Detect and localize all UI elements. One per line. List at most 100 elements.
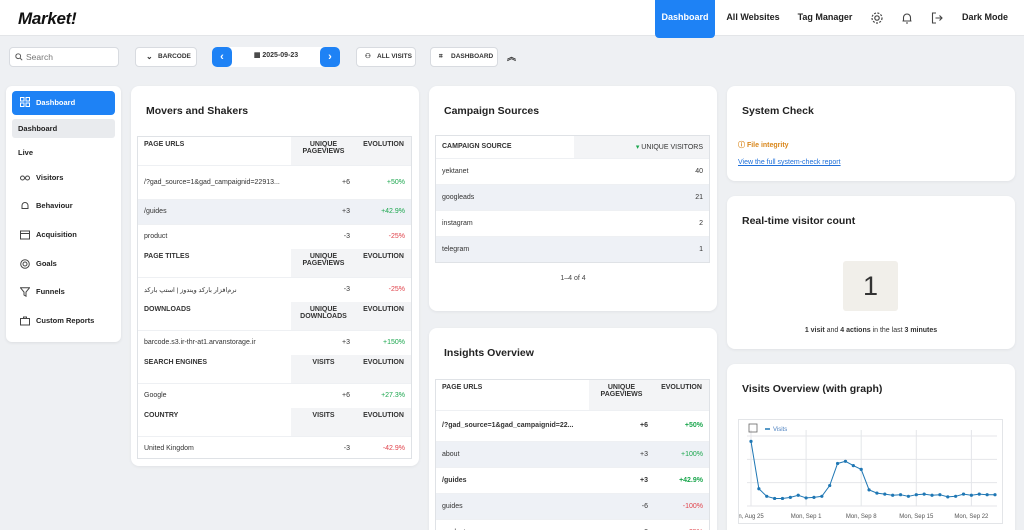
table-row[interactable]: نرم‌افزار بارکد ویندوز | استپ بارکد -3 -25…: [138, 276, 411, 302]
data-point[interactable]: [867, 488, 871, 492]
cell: +6: [291, 382, 356, 408]
data-point[interactable]: [938, 493, 942, 497]
card-title: Campaign Sources: [444, 105, 540, 117]
bell-icon[interactable]: [900, 11, 914, 25]
sidebar-subitem-dashboard[interactable]: Dashboard: [12, 119, 115, 138]
sidebar-item-goals[interactable]: Goals: [12, 253, 115, 275]
segment-selector[interactable]: ⚇ ALL VISITS: [356, 47, 416, 67]
table-row[interactable]: guides -6 -100%: [436, 492, 709, 519]
sort-desc-icon: ▾: [635, 143, 642, 151]
date-picker[interactable]: ▦ 2025-09-23: [237, 47, 315, 67]
sidebar-item-custom-reports[interactable]: Custom Reports: [12, 310, 115, 332]
data-point[interactable]: [851, 464, 855, 468]
section-header-row: DOWNLOADS UNIQUE DOWNLOADS EVOLUTION: [138, 302, 411, 330]
sidebar-item-live[interactable]: Live: [12, 142, 115, 164]
x-tick-label: n, Aug 25: [739, 514, 764, 520]
data-point[interactable]: [930, 493, 934, 497]
data-point[interactable]: [765, 494, 769, 498]
table-row[interactable]: about +3 +100%: [436, 440, 709, 467]
data-point[interactable]: [891, 493, 895, 497]
data-point[interactable]: [898, 493, 903, 497]
column-header: UNIQUE PAGEVIEWS: [589, 380, 654, 410]
data-point[interactable]: [906, 494, 911, 498]
data-point[interactable]: [954, 494, 958, 498]
sidebar-item-label: Funnels: [36, 287, 65, 296]
data-point[interactable]: [977, 492, 981, 496]
cell: Google: [138, 382, 291, 408]
data-point[interactable]: [749, 439, 753, 443]
data-point[interactable]: [835, 461, 840, 466]
chart-options-icon[interactable]: [748, 423, 758, 433]
data-point[interactable]: [969, 493, 973, 497]
x-tick-label: Mon, Sep 15: [899, 514, 934, 520]
date-selector: ‹ ▦ 2025-09-23 ›: [212, 47, 340, 67]
data-point[interactable]: [804, 496, 808, 500]
dashboard-selector[interactable]: ⌗ DASHBOARD: [430, 47, 498, 67]
data-point[interactable]: [796, 493, 800, 497]
sidebar-item-dashboard[interactable]: Dashboard: [12, 91, 115, 115]
table-row[interactable]: /guides +3 +42.9%: [138, 198, 411, 224]
data-point[interactable]: [780, 496, 785, 501]
system-check-link[interactable]: View the full system-check report: [738, 159, 841, 166]
table-row[interactable]: instagram 2: [436, 209, 709, 236]
table-row[interactable]: United Kingdom -3 -42.9%: [138, 435, 411, 461]
table-row[interactable]: /guides +3 +42.9%: [436, 466, 709, 493]
data-point[interactable]: [820, 494, 824, 498]
card-title: Movers and Shakers: [146, 105, 249, 117]
nav-tag-manager[interactable]: Tag Manager: [797, 12, 853, 22]
data-point[interactable]: [812, 495, 816, 499]
sidebar-item-funnels[interactable]: Funnels: [12, 281, 115, 303]
table-row[interactable]: barcode.s3.ir-thr-at1.arvanstorage.ir +3 +…: [138, 329, 411, 355]
system-check-card: System Check ⓘ File integrity View the f…: [727, 86, 1015, 181]
table-row[interactable]: googleads 21: [436, 183, 709, 210]
gear-icon[interactable]: [870, 11, 884, 25]
data-point[interactable]: [946, 495, 950, 499]
table-row[interactable]: telegram 1: [436, 235, 709, 262]
data-point[interactable]: [914, 493, 918, 497]
section-header-row: PAGE TITLES UNIQUE PAGEVIEWS EVOLUTION: [138, 249, 411, 277]
table-row[interactable]: /?gad_source=1&gad_campaignid=22913... +6…: [138, 164, 411, 199]
sidebar-item-visitors[interactable]: Visitors: [12, 167, 115, 189]
nav-dashboard[interactable]: Dashboard: [655, 0, 715, 38]
collapse-icon[interactable]: ︽: [507, 52, 517, 62]
data-point[interactable]: [993, 493, 997, 497]
data-point[interactable]: [961, 492, 966, 496]
table-row[interactable]: Google +6 +27.3%: [138, 382, 411, 408]
cell: -6: [589, 492, 654, 519]
insights-table: PAGE URLS UNIQUE PAGEVIEWS EVOLUTION /?g…: [435, 379, 710, 530]
cell: product: [138, 223, 291, 249]
cell: -3: [589, 518, 654, 530]
logout-icon[interactable]: [930, 11, 944, 25]
next-date-button[interactable]: ›: [320, 47, 340, 67]
data-point[interactable]: [828, 483, 832, 488]
data-point[interactable]: [843, 459, 848, 463]
sidebar-item-acquisition[interactable]: Acquisition: [12, 224, 115, 246]
data-point[interactable]: [859, 467, 863, 471]
cell: /guides: [138, 198, 291, 224]
data-point[interactable]: [875, 491, 879, 495]
table-row[interactable]: /?gad_source=1&gad_campaignid=22... +6 +50…: [436, 409, 709, 441]
warning-label: File integrity: [746, 142, 789, 149]
table-row[interactable]: product-3-25%: [138, 223, 411, 249]
data-point[interactable]: [757, 487, 761, 491]
site-selector[interactable]: ⌄ BARCODE: [135, 47, 197, 67]
data-point[interactable]: [883, 492, 887, 496]
sidebar-item-behaviour[interactable]: Behaviour: [12, 195, 115, 217]
column-header-sorted[interactable]: ▾ UNIQUE VISITORS: [574, 136, 709, 158]
search-input[interactable]: Search: [9, 47, 119, 67]
prev-date-button[interactable]: ‹: [212, 47, 232, 67]
cell: 21: [574, 183, 709, 210]
data-point[interactable]: [922, 492, 926, 496]
nav-all-websites[interactable]: All Websites: [726, 12, 780, 22]
table-row[interactable]: product-3-25%: [436, 518, 709, 530]
data-point[interactable]: [773, 496, 777, 501]
cell: +3: [291, 198, 356, 224]
data-point[interactable]: [985, 493, 989, 497]
visits-line-chart[interactable]: Visits n, Aug 25 Mon, Sep 1 Mon, Sep 8 Mon, …: [738, 420, 1002, 523]
segment-label: ALL VISITS: [377, 53, 412, 60]
data-point[interactable]: [788, 495, 792, 499]
cell: +42.9%: [356, 198, 411, 224]
dark-mode-toggle[interactable]: Dark Mode: [961, 12, 1008, 22]
logo[interactable]: Market!: [18, 9, 77, 28]
table-row[interactable]: yektanet 40: [436, 157, 709, 184]
